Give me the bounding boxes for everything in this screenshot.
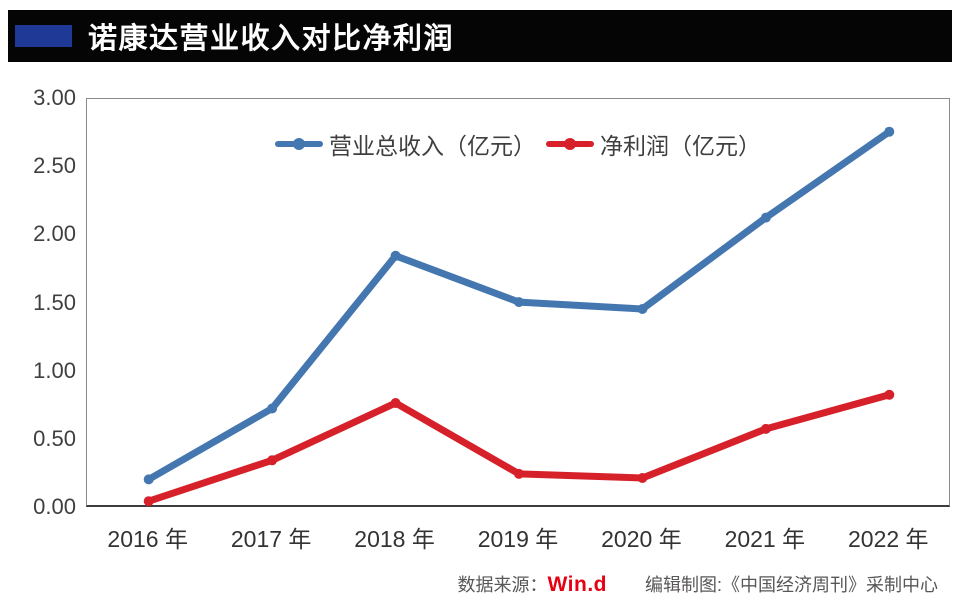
data-point — [637, 304, 648, 314]
data-point — [514, 468, 524, 479]
legend-item-revenue: 营业总收入（亿元） — [275, 127, 536, 161]
footer: 数据来源： Win.d 编辑制图:《中国经济周刊》采制中心 — [86, 571, 938, 599]
data-point — [267, 455, 278, 466]
data-point — [390, 398, 401, 408]
data-point — [514, 297, 524, 308]
data-point — [143, 474, 154, 485]
x-tick-label: 2021 年 — [724, 526, 806, 552]
legend-label-revenue: 营业总收入（亿元） — [329, 133, 536, 159]
legend-marker-dot — [293, 138, 305, 150]
y-tick-label: 2.00 — [33, 221, 76, 247]
data-source: 数据来源： Win.d — [458, 571, 607, 597]
x-tick-label: 2019 年 — [477, 526, 559, 552]
data-source-label: 数据来源： — [457, 575, 548, 595]
legend-item-profit: 净利润（亿元） — [546, 127, 761, 161]
legend-label-profit: 净利润（亿元） — [600, 133, 761, 159]
y-tick-label: 1.50 — [33, 289, 76, 315]
legend-marker-dot — [564, 138, 576, 150]
legend-swatch-revenue — [275, 138, 323, 150]
title-bar: 诺康达营业收入对比净利润 — [8, 10, 952, 62]
credit-text: 编辑制图:《中国经济周刊》采制中心 — [645, 575, 938, 595]
legend-swatch-profit — [546, 138, 594, 150]
y-tick-label: 3.00 — [33, 85, 76, 110]
plot-svg — [143, 126, 895, 507]
data-point — [637, 473, 648, 483]
x-tick-label: 2020 年 — [601, 526, 682, 552]
y-tick-label: 0.50 — [33, 425, 76, 451]
page-title: 诺康达营业收入对比净利润 — [88, 23, 455, 55]
data-point — [267, 403, 278, 414]
y-tick-label: 0.00 — [33, 494, 76, 519]
x-tick-label: 2017 年 — [230, 526, 312, 552]
legend: 营业总收入（亿元） 净利润（亿元） — [87, 127, 949, 161]
x-tick-label: 2018 年 — [354, 526, 435, 552]
wind-logo: Win.d — [547, 573, 607, 596]
data-point — [390, 250, 401, 261]
x-tick-label: 2016 年 — [107, 526, 188, 552]
x-tick-label: 2022 年 — [848, 526, 929, 552]
title-accent-rect — [15, 25, 72, 47]
series-line-1 — [145, 391, 893, 505]
data-point — [143, 496, 154, 507]
data-point — [884, 389, 895, 400]
plot-area: 营业总收入（亿元） 净利润（亿元） — [86, 98, 950, 507]
data-point — [760, 423, 771, 434]
data-point — [760, 212, 771, 223]
y-tick-label: 1.00 — [33, 357, 76, 383]
x-axis: 2016 年 2017 年 2018 年 2019 年 2020 年 2021 年 2022… — [0, 524, 960, 558]
y-tick-label: 2.50 — [33, 153, 76, 179]
data-point — [884, 126, 895, 137]
